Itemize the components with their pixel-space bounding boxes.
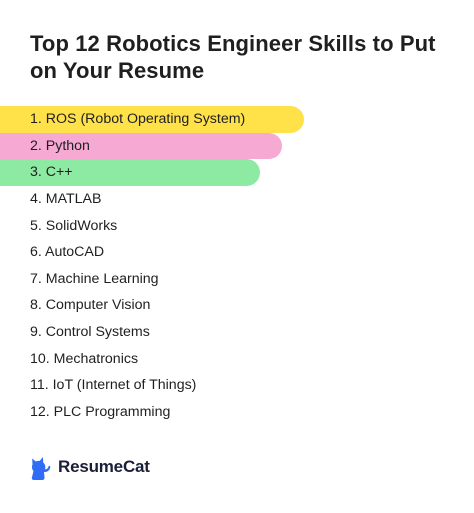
list-item: 12. PLC Programming — [30, 403, 171, 420]
list-item: 11. IoT (Internet of Things) — [30, 377, 197, 394]
brand-name: ResumeCat — [58, 457, 150, 476]
list-item: 9. Control Systems — [30, 324, 150, 341]
list-item: 10. Mechatronics — [30, 350, 139, 367]
list-item: 1. ROS (Robot Operating System) — [0, 106, 304, 133]
cat-icon — [31, 457, 51, 480]
brand-logo: ResumeCat — [30, 454, 150, 480]
list-item: 8. Computer Vision — [30, 297, 151, 314]
list-item: 2. Python — [0, 132, 282, 160]
skills-list: 1. ROS (Robot Operating System) 2. Pytho… — [0, 106, 474, 425]
list-item: 4. MATLAB — [30, 191, 102, 208]
list-item: 5. SolidWorks — [30, 217, 118, 234]
list-item: 6. AutoCAD — [30, 244, 105, 261]
list-item: 3. C++ — [0, 159, 260, 186]
list-item: 7. Machine Learning — [30, 270, 159, 287]
page-title: Top 12 Robotics Engineer Skills to Put o… — [30, 31, 436, 83]
